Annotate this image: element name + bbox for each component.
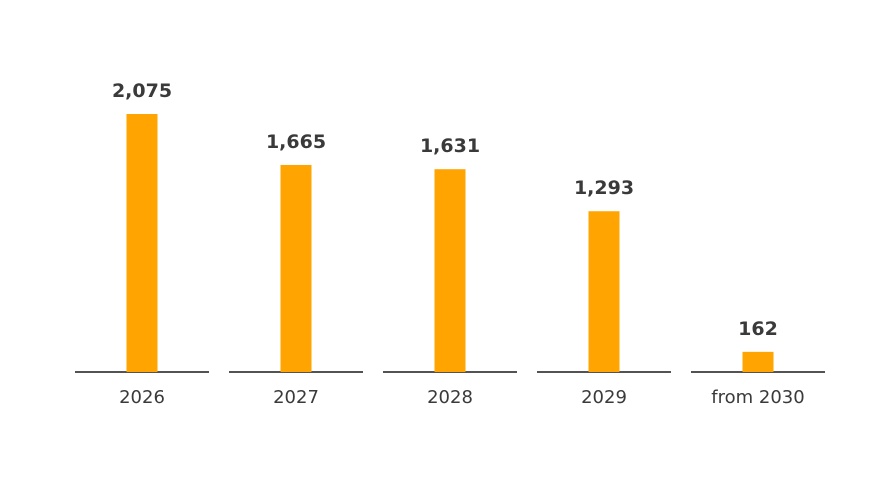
bar-2 — [434, 169, 466, 372]
value-label-2: 1,631 — [420, 135, 480, 157]
category-labels-group: 2026 2027 2028 2029 from 2030 — [119, 387, 805, 408]
value-labels-group: 2,075 1,665 1,631 1,293 162 — [112, 80, 778, 340]
category-label-4: from 2030 — [711, 387, 804, 408]
bar-0 — [126, 114, 158, 372]
bar-4 — [742, 351, 774, 372]
bars-group — [126, 114, 774, 372]
value-label-4: 162 — [738, 318, 778, 340]
bar-1 — [280, 164, 312, 372]
bar-3 — [588, 211, 620, 372]
value-label-3: 1,293 — [574, 177, 634, 199]
value-label-1: 1,665 — [266, 131, 326, 153]
category-label-1: 2027 — [273, 387, 319, 408]
category-label-3: 2029 — [581, 387, 627, 408]
category-label-2: 2028 — [427, 387, 473, 408]
value-label-0: 2,075 — [112, 80, 172, 102]
category-label-0: 2026 — [119, 387, 165, 408]
